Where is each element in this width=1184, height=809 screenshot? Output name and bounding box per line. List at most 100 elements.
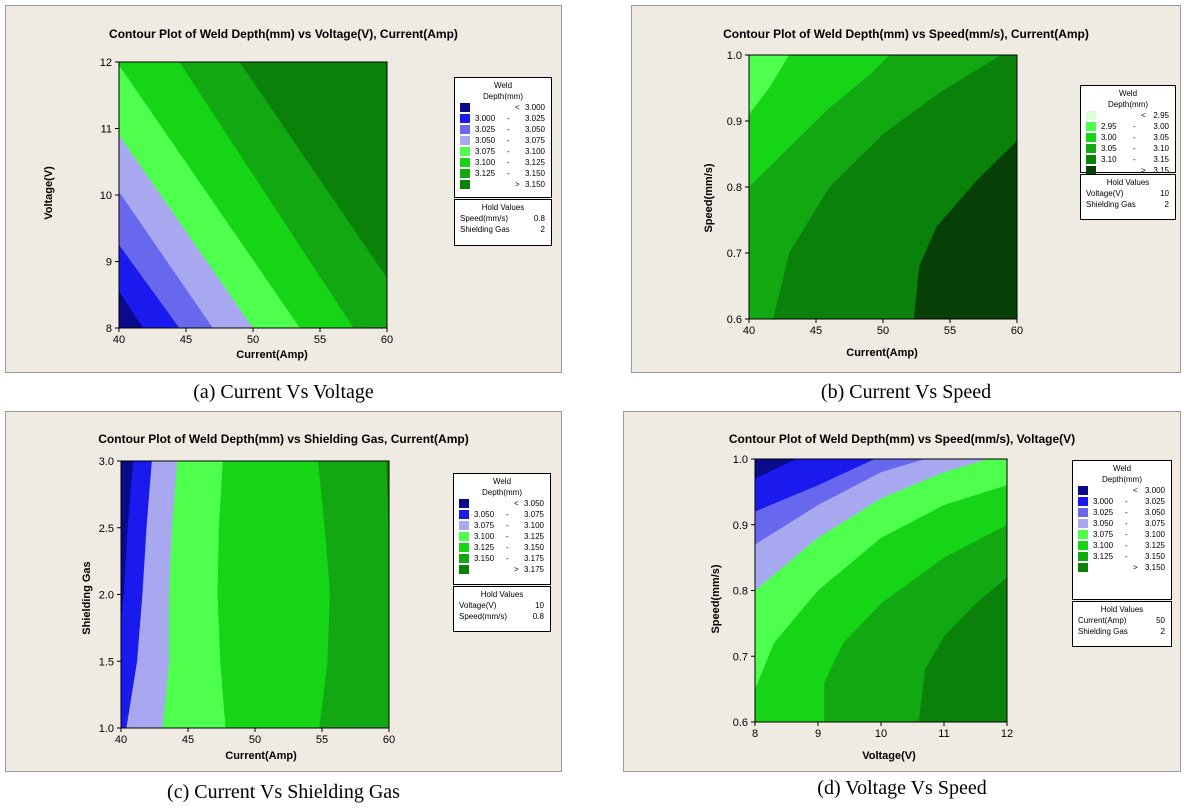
legend-entry: >3.150 — [455, 179, 551, 190]
hold-value-row: Voltage(V) 10 — [1081, 188, 1175, 199]
legend-low: 3.10 — [1101, 155, 1117, 164]
legend-high: 3.15 — [1153, 155, 1169, 164]
hold-value-name: Current(Amp) — [1078, 616, 1127, 625]
x-tick-label: 45 — [810, 325, 822, 337]
legend-high: 3.000 — [524, 103, 545, 112]
contour-band — [119, 291, 144, 328]
y-tick-label: 2.0 — [99, 590, 114, 602]
legend-entry: 3.00 - 3.05 — [1081, 132, 1175, 143]
legend-high: 3.075 — [523, 510, 544, 519]
legend-high: 3.150 — [1144, 563, 1165, 572]
legend-entry: 3.025 - 3.050 — [455, 124, 551, 135]
legend-entry: 3.050 - 3.075 — [455, 135, 551, 146]
legend-operator: < — [1141, 111, 1146, 120]
legend-low: 3.025 — [1093, 508, 1114, 517]
legend-low: 3.050 — [474, 510, 495, 519]
legend-operator: - — [1133, 122, 1136, 131]
legend-operator: - — [507, 169, 510, 178]
chart-title: Contour Plot of Weld Depth(mm) vs Voltag… — [109, 27, 458, 41]
legend-swatch — [459, 543, 469, 552]
legend-low: 3.125 — [475, 169, 496, 178]
y-tick-label: 0.6 — [727, 314, 742, 326]
legend-high: 3.125 — [523, 532, 544, 541]
x-tick-label: 45 — [182, 734, 194, 746]
legend-operator: - — [1125, 541, 1128, 550]
legend-high: 3.150 — [1144, 552, 1165, 561]
legend-low: 2.95 — [1101, 122, 1117, 131]
legend-swatch — [1086, 144, 1096, 153]
legend-high: 3.00 — [1153, 122, 1169, 131]
legend-low: 3.100 — [1093, 541, 1114, 550]
legend-swatch — [1078, 508, 1088, 517]
legend-entry: 3.000 - 3.025 — [1073, 496, 1171, 507]
y-axis-label: Shielding Gas — [81, 561, 93, 635]
contour-svg: 40 45 50 55 60 8 9 10 11 12 — [100, 57, 393, 346]
hold-rows: Speed(mm/s) 0.8 Shielding Gas 2 — [455, 213, 551, 235]
x-axis-label: Current(Amp) — [846, 347, 918, 359]
y-tick-label: 11 — [101, 124, 112, 136]
legend-swatch — [1086, 122, 1096, 131]
y-tick-label: 3.0 — [99, 456, 114, 468]
legend-swatch — [1078, 519, 1088, 528]
x-tick-label: 60 — [381, 334, 393, 346]
legend-swatch — [460, 158, 470, 167]
chart-panel-c: 40 45 50 55 60 1.0 1.5 2.0 2.5 3.0 Contour Plot o… — [5, 411, 562, 772]
legend-high: 3.075 — [1144, 519, 1165, 528]
caption-a: (a) Current Vs Voltage — [193, 381, 374, 403]
legend-high: 3.175 — [523, 565, 544, 574]
legend-entry: 3.050 - 3.075 — [454, 509, 550, 520]
hold-value-row: Speed(mm/s) 0.8 — [454, 611, 550, 622]
legend-operator: - — [506, 554, 509, 563]
y-tick-label: 1.0 — [727, 50, 742, 62]
x-axis-label: Voltage(V) — [862, 750, 916, 762]
chart-panel-d: 8 9 10 11 12 0.6 0.7 0.8 0.9 1.0 Contour Plot of … — [623, 411, 1181, 772]
y-axis-label: Speed(mm/s) — [703, 163, 715, 233]
y-tick-label: 8 — [106, 323, 112, 335]
hold-rows: Voltage(V) 10 Shielding Gas 2 — [1081, 188, 1175, 210]
legend-operator: - — [507, 114, 510, 123]
contour-bands — [749, 55, 1017, 319]
legend-high: 3.025 — [1144, 497, 1165, 506]
y-tick-label: 12 — [100, 57, 112, 69]
legend-low: 3.100 — [474, 532, 495, 541]
legend-low: 3.100 — [475, 158, 496, 167]
chart-panel-a: 40 45 50 55 60 8 9 10 11 12 Contour Plot of Weld … — [5, 5, 562, 373]
contour-svg: 40 45 50 55 60 1.0 1.5 2.0 2.5 3.0 — [99, 456, 395, 746]
legend-low: 3.075 — [1093, 530, 1114, 539]
x-tick-label: 40 — [743, 325, 755, 337]
hold-rows: Voltage(V) 10 Speed(mm/s) 0.8 — [454, 600, 550, 622]
legend-high: 3.025 — [524, 114, 545, 123]
legend-high: 3.05 — [1153, 133, 1169, 142]
legend-swatch — [1078, 497, 1088, 506]
hold-value-name: Shielding Gas — [460, 225, 510, 234]
legend-entry: <3.000 — [1073, 485, 1171, 496]
hold-value-number: 0.8 — [533, 214, 545, 223]
legend-swatch — [1078, 563, 1088, 572]
legend-swatch — [459, 499, 469, 508]
contour-band — [386, 461, 389, 542]
legend-high: 3.150 — [523, 543, 544, 552]
legend-high: 3.125 — [524, 158, 545, 167]
x-tick-label: 55 — [314, 334, 326, 346]
legend-high: 2.95 — [1153, 111, 1169, 120]
x-tick-label: 50 — [877, 325, 889, 337]
x-tick-label: 60 — [1011, 325, 1023, 337]
legend-swatch — [460, 169, 470, 178]
caption-b: (b) Current Vs Speed — [820, 381, 992, 403]
legend-entry: <3.000 — [455, 102, 551, 113]
y-tick-label: 1.0 — [99, 723, 114, 735]
chart-title: Contour Plot of Weld Depth(mm) vs Speed(… — [723, 27, 1089, 41]
legend-entry: 3.000 - 3.025 — [455, 113, 551, 124]
legend-swatch — [459, 565, 469, 574]
chart-title: Contour Plot of Weld Depth(mm) vs Shield… — [98, 432, 469, 446]
y-axis-label: Speed(mm/s) — [710, 564, 722, 634]
legend-operator: > — [514, 565, 519, 574]
legend-title: Weld Depth(mm) — [481, 477, 522, 497]
legend-entry: 3.05 - 3.10 — [1081, 143, 1175, 154]
x-tick-label: 40 — [115, 734, 127, 746]
hold-value-row: Speed(mm/s) 0.8 — [455, 213, 551, 224]
legend-high: 3.050 — [1144, 508, 1165, 517]
contour-svg: 8 9 10 11 12 0.6 0.7 0.8 0.9 1.0 — [733, 454, 1013, 740]
chart-panel-b: 40 45 50 55 60 0.6 0.7 0.8 0.9 1.0 Contour Plot o… — [631, 5, 1181, 373]
legend-operator: < — [514, 499, 519, 508]
